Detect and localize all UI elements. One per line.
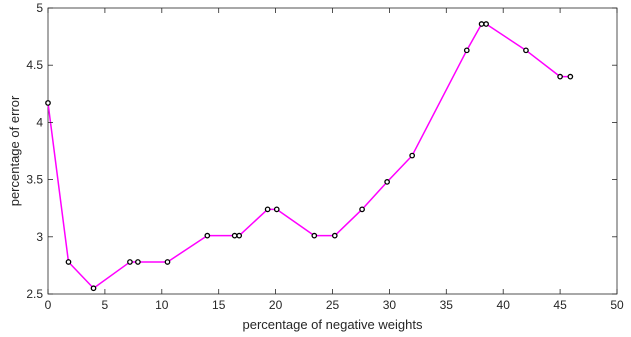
data-point <box>90 285 97 292</box>
x-tick-label: 10 <box>155 298 169 312</box>
data-point <box>331 232 338 239</box>
data-point <box>359 206 365 213</box>
x-axis-title: percentage of negative weights <box>243 317 423 332</box>
y-tick-label: 3.5 <box>26 173 43 187</box>
y-axis-title: percentage of error <box>7 95 22 206</box>
x-tick-label: 35 <box>440 298 454 312</box>
data-point <box>483 21 489 27</box>
y-tick-label: 5 <box>36 1 43 15</box>
data-point <box>135 259 141 265</box>
y-tick-label: 2.5 <box>26 287 43 301</box>
data-point <box>236 232 243 239</box>
data-point <box>384 179 390 185</box>
data-point <box>264 206 271 213</box>
x-tick-label: 0 <box>45 298 52 312</box>
series-layer <box>45 21 574 292</box>
plot-frame <box>47 7 618 295</box>
x-tick-label: 25 <box>326 298 340 312</box>
x-tick-label: 50 <box>610 298 624 312</box>
data-point <box>463 47 470 54</box>
y-tick-label: 4 <box>36 115 43 129</box>
x-tick-label: 5 <box>102 298 109 312</box>
data-point <box>164 259 171 265</box>
data-point <box>65 259 72 265</box>
x-tick-label: 15 <box>212 298 226 312</box>
data-point <box>523 47 529 54</box>
x-tick-label: 40 <box>497 298 511 312</box>
data-point <box>409 152 416 159</box>
data-point <box>557 73 563 80</box>
data-point <box>45 100 51 106</box>
ticks-layer: 0 5 10 15 20 25 30 35 40 45 50 2.5 3 3.5 4 4.5 5 <box>26 1 624 312</box>
data-point <box>127 259 133 265</box>
plot-area <box>47 7 618 295</box>
y-tick-label: 4.5 <box>26 58 43 72</box>
data-point <box>567 73 574 80</box>
data-point <box>311 232 318 239</box>
data-point <box>273 206 280 213</box>
x-tick-label: 20 <box>269 298 283 312</box>
data-point <box>204 232 211 239</box>
x-tick-label: 30 <box>383 298 397 312</box>
y-tick-label: 3 <box>36 230 43 244</box>
data-point <box>231 232 238 239</box>
x-tick-label: 45 <box>553 298 567 312</box>
data-point <box>478 21 485 27</box>
